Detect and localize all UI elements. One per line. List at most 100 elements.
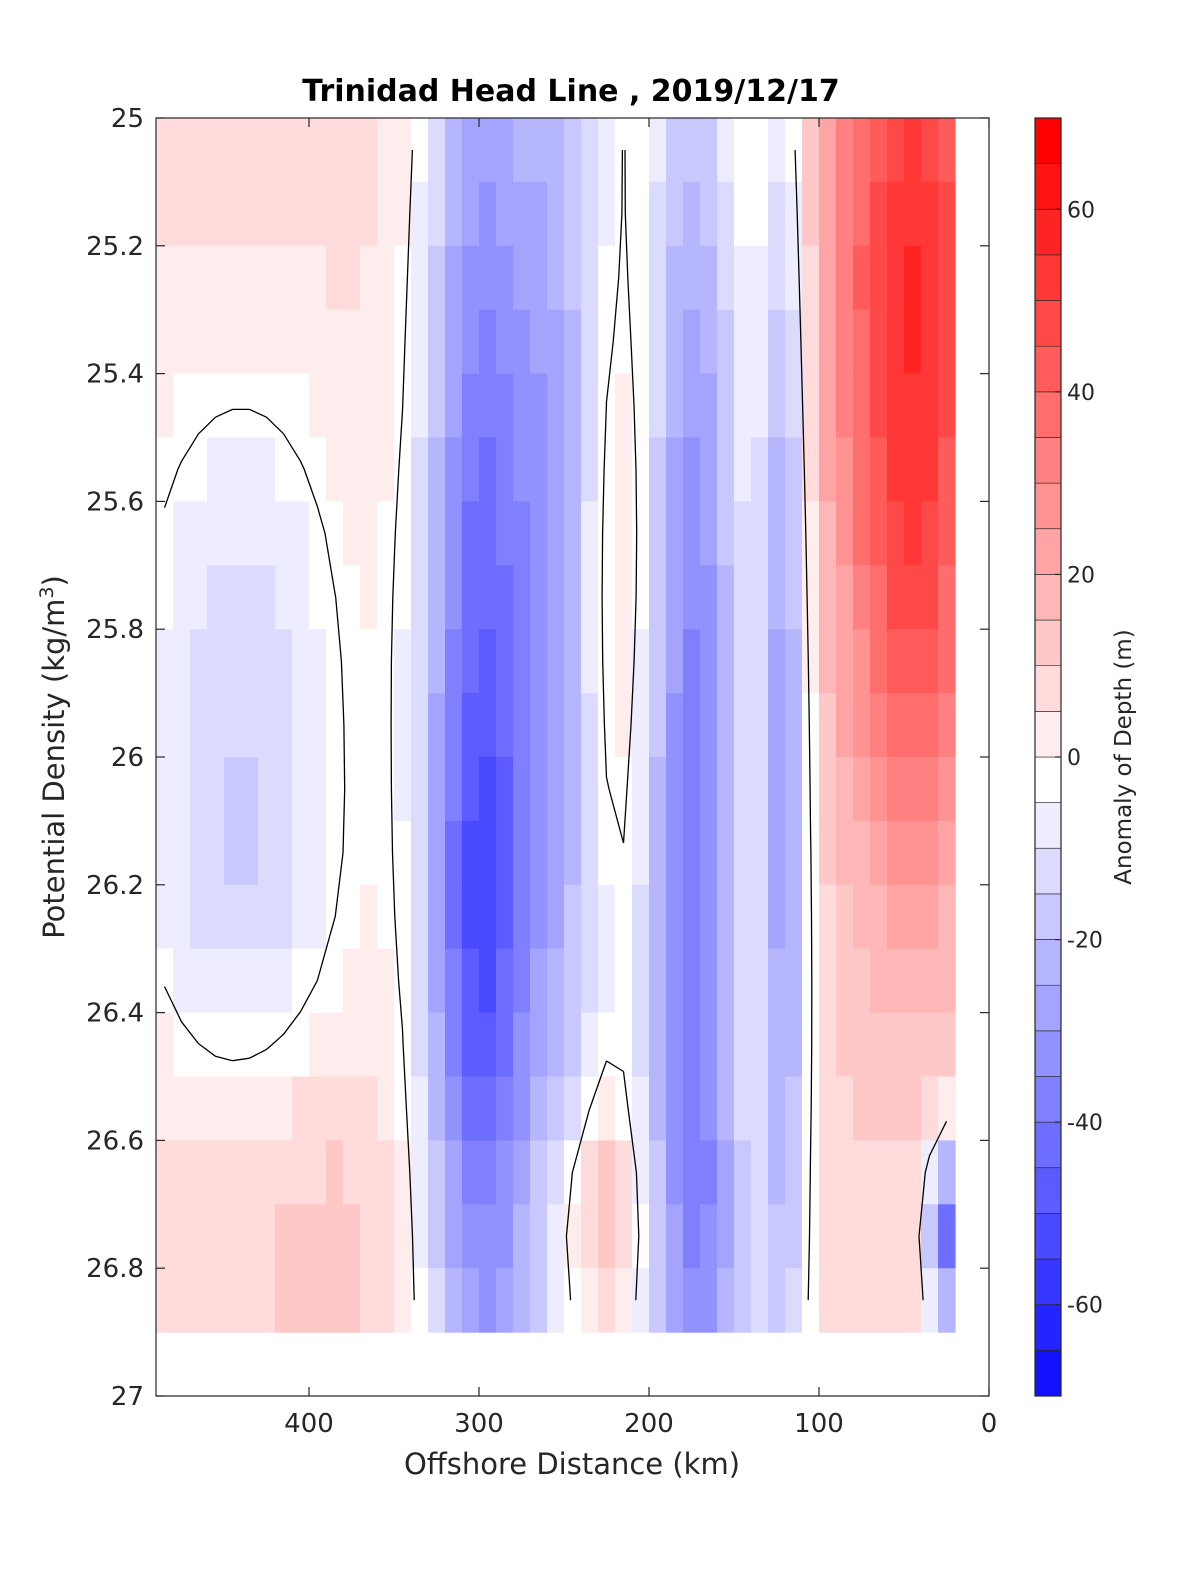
heatmap-cell (921, 757, 939, 822)
heatmap-cell (887, 820, 905, 886)
heatmap-cell (666, 437, 684, 502)
heatmap-cell (887, 245, 905, 311)
heatmap-cell (836, 757, 854, 822)
heatmap-cell (785, 501, 803, 566)
heatmap-cell (207, 118, 225, 183)
colorbar-tick-label: 0 (1067, 746, 1081, 771)
heatmap-cell (411, 373, 429, 439)
heatmap-cell (343, 1204, 361, 1269)
heatmap-cell (649, 118, 667, 183)
heatmap-cell (309, 245, 327, 311)
heatmap-cell (394, 757, 412, 822)
heatmap-cell (360, 501, 378, 566)
heatmap-cell (377, 757, 395, 822)
heatmap-cell (258, 181, 276, 247)
heatmap-cell (530, 884, 548, 950)
heatmap-cell (598, 820, 616, 886)
heatmap-cell (428, 1076, 446, 1141)
heatmap-cell (819, 757, 837, 822)
heatmap-cell (224, 373, 242, 439)
heatmap-cell (598, 1268, 616, 1333)
heatmap-cell (836, 1140, 854, 1205)
heatmap-cell (581, 884, 599, 950)
heatmap-cell (190, 118, 208, 183)
heatmap-cell (734, 373, 752, 439)
heatmap-cell (530, 1012, 548, 1078)
heatmap-cell (547, 118, 565, 183)
heatmap-cell (207, 309, 225, 375)
heatmap-cell (258, 820, 276, 886)
heatmap-cell (292, 1268, 310, 1333)
heatmap-cell (921, 373, 939, 439)
heatmap-cell (836, 1268, 854, 1333)
heatmap-cell (394, 118, 412, 183)
heatmap-cell (683, 1268, 701, 1333)
colorbar-band (1034, 1258, 1062, 1305)
heatmap-cell (853, 245, 871, 311)
heatmap-cell (326, 1076, 344, 1141)
heatmap-cell (870, 820, 888, 886)
heatmap-cell (156, 437, 174, 502)
colorbar-band (1034, 437, 1062, 484)
heatmap-cell (717, 245, 735, 311)
heatmap-cell (513, 1012, 531, 1078)
heatmap-cell (870, 309, 888, 375)
heatmap-cell (904, 565, 922, 630)
heatmap-cell (173, 948, 191, 1014)
heatmap-cell (156, 245, 174, 311)
heatmap-cell (547, 437, 565, 502)
heatmap-cell (496, 1140, 514, 1205)
heatmap-cell (734, 1012, 752, 1078)
heatmap-cell (615, 309, 633, 375)
heatmap-cell (904, 1268, 922, 1333)
heatmap-cell (938, 309, 956, 375)
y-tick-label: 25.2 (86, 232, 144, 262)
heatmap-cell (700, 820, 718, 886)
x-tick-label: 200 (624, 1409, 674, 1439)
heatmap-cell (173, 1268, 191, 1333)
heatmap-cell (853, 757, 871, 822)
heatmap-cell (921, 1012, 939, 1078)
heatmap-cell (751, 245, 769, 311)
heatmap-cell (394, 245, 412, 311)
heatmap-cell (258, 373, 276, 439)
heatmap-cell (683, 1140, 701, 1205)
heatmap-cell (666, 118, 684, 183)
heatmap-cell (717, 1012, 735, 1078)
heatmap-cell (326, 245, 344, 311)
heatmap-cell (904, 437, 922, 502)
heatmap-cell (275, 948, 293, 1014)
heatmap-cell (156, 309, 174, 375)
heatmap-cell (445, 309, 463, 375)
heatmap-cell (751, 1140, 769, 1205)
heatmap-cell (819, 245, 837, 311)
heatmap-cell (683, 565, 701, 630)
heatmap-cell (275, 1012, 293, 1078)
zero-contour-line (163, 149, 948, 1301)
heatmap-cell (598, 181, 616, 247)
heatmap-cell (938, 884, 956, 950)
heatmap-cell (904, 757, 922, 822)
heatmap-cell (530, 1268, 548, 1333)
heatmap-cell (479, 820, 497, 886)
heatmap-cell (275, 437, 293, 502)
heatmap-cell (411, 565, 429, 630)
heatmap-cell (768, 565, 786, 630)
heatmap-cell (734, 884, 752, 950)
heatmap-cell (462, 1012, 480, 1078)
heatmap-cell (360, 181, 378, 247)
colorbar-band (1034, 619, 1062, 666)
heatmap-cell (156, 948, 174, 1014)
heatmap-cell (258, 1076, 276, 1141)
heatmap-cell (309, 565, 327, 630)
heatmap-cell (258, 1204, 276, 1269)
heatmap-cell (666, 373, 684, 439)
heatmap-cell (224, 1204, 242, 1269)
heatmap-cell (360, 1012, 378, 1078)
heatmap-cell (360, 884, 378, 950)
colorbar-band (1034, 1350, 1062, 1397)
heatmap-cell (768, 820, 786, 886)
heatmap-cell (615, 1204, 633, 1269)
heatmap-cell (632, 948, 650, 1014)
heatmap-cell (887, 501, 905, 566)
